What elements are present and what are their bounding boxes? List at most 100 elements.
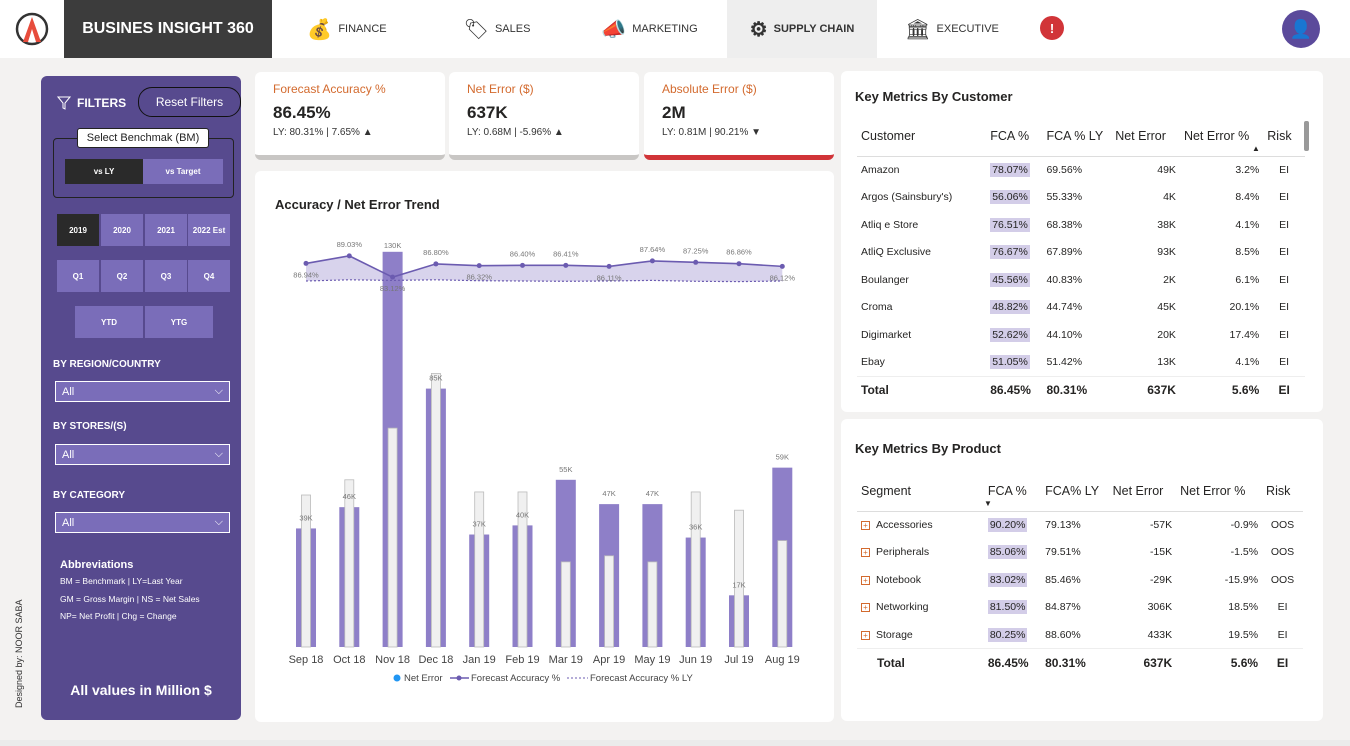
x-tick-label: Sep 18 bbox=[289, 654, 324, 666]
fca-ly-cell: 55.33% bbox=[1046, 191, 1083, 204]
quarter-q3-button[interactable]: Q3 bbox=[145, 260, 187, 292]
expand-icon[interactable]: + bbox=[861, 575, 870, 585]
kpi-value: 2M bbox=[662, 103, 686, 122]
abbreviations-title: Abbreviations bbox=[60, 559, 134, 571]
finance-icon: 💰 bbox=[307, 18, 333, 41]
net-error-cell: 637K bbox=[1108, 648, 1177, 676]
stores-value: All bbox=[62, 448, 75, 461]
quarter-q2-button[interactable]: Q2 bbox=[101, 260, 143, 292]
net-error-cell: 45K bbox=[1157, 301, 1176, 314]
nav-executive[interactable]: 🏛 EXECUTIVE bbox=[877, 0, 1027, 58]
col-header[interactable]: Segment bbox=[857, 471, 984, 512]
ytg-button[interactable]: YTG bbox=[145, 306, 213, 338]
expand-icon[interactable]: + bbox=[861, 630, 870, 640]
risk-cell: EI bbox=[1279, 191, 1290, 204]
atliq-logo[interactable] bbox=[0, 0, 64, 58]
col-header[interactable]: Net Error % bbox=[1179, 116, 1264, 157]
nav-finance[interactable]: 💰 FINANCE bbox=[272, 0, 422, 58]
table-row[interactable]: Ebay 51.05% 51.42% 13K 4.1% EI bbox=[857, 349, 1305, 377]
nav-marketing[interactable]: 📣 MARKETING bbox=[572, 0, 727, 58]
name-cell: Argos (Sainsbury's) bbox=[861, 191, 953, 204]
col-header[interactable]: Net Error bbox=[1108, 471, 1177, 512]
table-row[interactable]: + Storage 80.25% 88.60% 433K 19.5% EI bbox=[857, 621, 1303, 649]
kpi-net-error: Net Error ($) 637K LY: 0.68M | -5.96% ▲ bbox=[449, 72, 639, 160]
bm-vs-target-button[interactable]: vs Target bbox=[143, 159, 223, 184]
col-header[interactable]: FCA % LY bbox=[1042, 116, 1112, 157]
bm-vs-ly-button[interactable]: vs LY bbox=[65, 159, 143, 184]
line-data-label: 86.40% bbox=[510, 249, 536, 258]
legend-accuracy-dot bbox=[456, 675, 462, 681]
col-header[interactable]: Net Error % bbox=[1176, 471, 1263, 512]
col-header[interactable]: Risk bbox=[1262, 471, 1303, 512]
table-row[interactable]: + Notebook 83.02% 85.46% -29K -15.9% OOS bbox=[857, 566, 1303, 594]
fca-cell: 85.06% bbox=[987, 545, 1028, 560]
x-tick-label: May 19 bbox=[634, 654, 670, 666]
year-2019-button[interactable]: 2019 bbox=[57, 214, 99, 246]
expand-icon[interactable]: + bbox=[861, 603, 870, 613]
expand-icon[interactable]: + bbox=[861, 521, 870, 530]
stores-dropdown[interactable]: All ⌵ bbox=[55, 444, 230, 465]
col-header[interactable]: Risk bbox=[1263, 116, 1305, 157]
nav-supply-chain-label: SUPPLY CHAIN bbox=[773, 23, 855, 35]
table-row[interactable]: + Accessories 90.20% 79.13% -57K -0.9% OOS bbox=[857, 511, 1303, 539]
alert-icon[interactable]: ! bbox=[1040, 16, 1064, 40]
line-data-label: 87.64% bbox=[640, 245, 666, 254]
name-cell: Amazon bbox=[861, 164, 900, 176]
col-header[interactable]: FCA% LY bbox=[1041, 471, 1109, 512]
forecast-accuracy-point bbox=[346, 253, 352, 259]
net-error-cell: 49K bbox=[1157, 164, 1176, 176]
year-2020-button[interactable]: 2020 bbox=[101, 214, 143, 246]
bar-data-label: 85K bbox=[429, 374, 442, 383]
table-scrollbar[interactable] bbox=[1304, 121, 1309, 151]
region-dropdown[interactable]: All ⌵ bbox=[55, 381, 230, 402]
x-tick-label: Mar 19 bbox=[549, 654, 583, 666]
table-row[interactable]: Atliq e Store 76.51% 68.38% 38K 4.1% EI bbox=[857, 211, 1305, 239]
fca-cell: 81.50% bbox=[987, 600, 1028, 615]
x-tick-label: Nov 18 bbox=[375, 654, 410, 666]
col-header[interactable]: Net Error bbox=[1111, 116, 1180, 157]
table-row[interactable]: AtliQ Exclusive 76.67% 67.89% 93K 8.5% EI bbox=[857, 239, 1305, 267]
chevron-down-icon: ⌵ bbox=[214, 516, 223, 528]
forecast-accuracy-point bbox=[736, 261, 742, 267]
col-header[interactable]: FCA % bbox=[986, 116, 1043, 157]
ytd-button[interactable]: YTD bbox=[75, 306, 143, 338]
total-row[interactable]: Total 86.45% 80.31% 637K 5.6% EI bbox=[857, 375, 1305, 404]
table-row[interactable]: + Networking 81.50% 84.87% 306K 18.5% EI bbox=[857, 594, 1303, 622]
table-row[interactable]: Amazon 78.07% 69.56% 49K 3.2% EI bbox=[857, 156, 1305, 184]
nav-sales[interactable]: 🏷 SALES bbox=[422, 0, 572, 58]
category-dropdown[interactable]: All ⌵ bbox=[55, 512, 230, 533]
net-error-pct-cell: 19.5% bbox=[1228, 628, 1259, 641]
forecast-accuracy-line bbox=[305, 255, 783, 279]
forecast-accuracy-point bbox=[779, 263, 785, 269]
net-error-pct-cell: 6.1% bbox=[1235, 273, 1260, 286]
net-error-cell: 433K bbox=[1147, 628, 1173, 641]
year-2022-button[interactable]: 2022 Est bbox=[188, 214, 230, 246]
table-row[interactable]: Boulanger 45.56% 40.83% 2K 6.1% EI bbox=[857, 266, 1305, 294]
net-error-cell: 2K bbox=[1163, 273, 1176, 286]
line-data-label: 87.25% bbox=[683, 246, 709, 255]
trend-chart[interactable]: 39K Sep 18 46K Oct 18 130K Nov 18 85K Dec 18 37K… bbox=[255, 171, 834, 722]
forecast-accuracy-ly-line bbox=[305, 279, 783, 283]
fca-cell: 45.56% bbox=[990, 272, 1030, 287]
name-cell: Croma bbox=[861, 301, 893, 314]
nav-supply-chain[interactable]: ⚙ SUPPLY CHAIN bbox=[727, 0, 877, 58]
reset-filters-button[interactable]: Reset Filters bbox=[138, 87, 241, 117]
quarter-q4-button[interactable]: Q4 bbox=[188, 260, 230, 292]
table-row[interactable]: Digimarket 52.62% 44.10% 20K 17.4% EI bbox=[857, 321, 1305, 349]
sort-indicator-icon: ▼ bbox=[984, 499, 992, 508]
name-cell: Total bbox=[857, 648, 984, 676]
table-row[interactable]: Croma 48.82% 44.74% 45K 20.1% EI bbox=[857, 294, 1305, 322]
col-header[interactable]: Customer bbox=[857, 116, 987, 157]
total-row[interactable]: Total 86.45% 80.31% 637K 5.6% EI bbox=[857, 648, 1303, 676]
bar-data-label: 17K bbox=[732, 580, 745, 589]
table-row[interactable]: Argos (Sainsbury's) 56.06% 55.33% 4K 8.4% EI bbox=[857, 184, 1305, 212]
table-row[interactable]: + Peripherals 85.06% 79.51% -15K -1.5% OOS bbox=[857, 539, 1303, 567]
col-header[interactable]: FCA % bbox=[983, 471, 1042, 512]
expand-icon[interactable]: + bbox=[861, 548, 870, 558]
designer-credit: Designed by: NOOR SABA bbox=[14, 599, 24, 708]
user-avatar[interactable]: 👤 bbox=[1282, 10, 1320, 48]
risk-cell: EI bbox=[1279, 273, 1290, 286]
name-cell: Total bbox=[857, 375, 987, 404]
quarter-q1-button[interactable]: Q1 bbox=[57, 260, 99, 292]
year-2021-button[interactable]: 2021 bbox=[145, 214, 187, 246]
